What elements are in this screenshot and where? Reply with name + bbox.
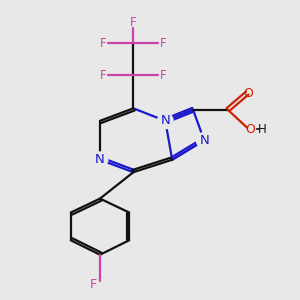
Text: F: F: [100, 68, 106, 82]
Text: O: O: [244, 87, 254, 100]
Text: F: F: [160, 68, 166, 82]
Circle shape: [92, 152, 108, 167]
Text: N: N: [95, 153, 105, 166]
Circle shape: [158, 113, 173, 129]
Text: F: F: [160, 37, 166, 50]
Circle shape: [196, 133, 212, 148]
Text: F: F: [100, 37, 106, 50]
Text: F: F: [130, 16, 136, 29]
Text: N: N: [199, 134, 209, 147]
Text: F: F: [89, 278, 97, 291]
Text: O: O: [246, 123, 256, 136]
Text: N: N: [160, 114, 170, 127]
Text: H: H: [258, 123, 267, 136]
